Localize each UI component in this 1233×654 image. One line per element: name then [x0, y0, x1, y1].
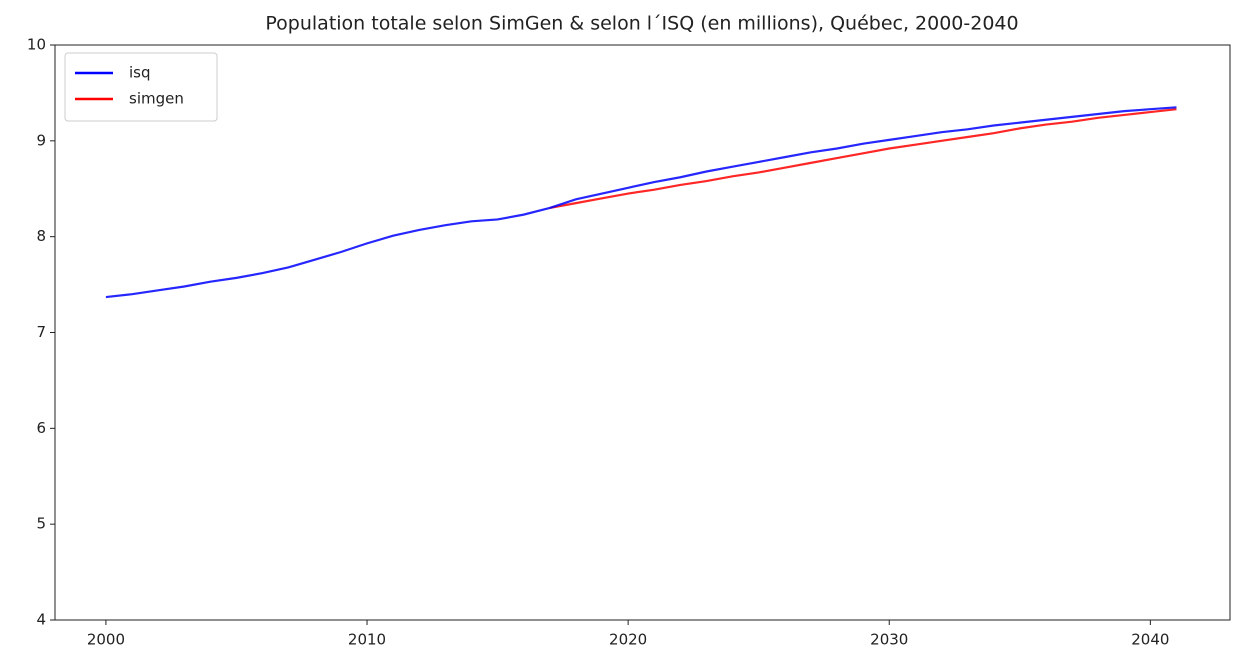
y-tick-label: 6: [36, 419, 46, 437]
line-series: [105, 106, 1177, 299]
y-tick-label: 10: [27, 36, 46, 54]
line-series: [549, 108, 1177, 210]
x-tick-label: 2010: [348, 631, 386, 649]
x-tick-label: 2020: [609, 631, 647, 649]
x-tick-label: 2000: [87, 631, 125, 649]
y-tick-label: 7: [36, 323, 46, 341]
legend: isq simgen: [64, 52, 218, 122]
y-tick-label: 5: [36, 515, 46, 533]
chart-title: Population totale selon SimGen & selon l…: [265, 13, 1018, 35]
legend-label: isq: [129, 64, 151, 82]
legend-label: simgen: [129, 90, 184, 108]
x-tick-label: 2040: [1131, 631, 1169, 649]
y-tick-label: 9: [36, 131, 46, 149]
y-tick-label: 4: [36, 611, 46, 629]
plot-frame: [54, 44, 1231, 621]
legend-box: [64, 52, 218, 122]
x-tick-label: 2030: [870, 631, 908, 649]
y-tick-label: 8: [36, 227, 46, 245]
